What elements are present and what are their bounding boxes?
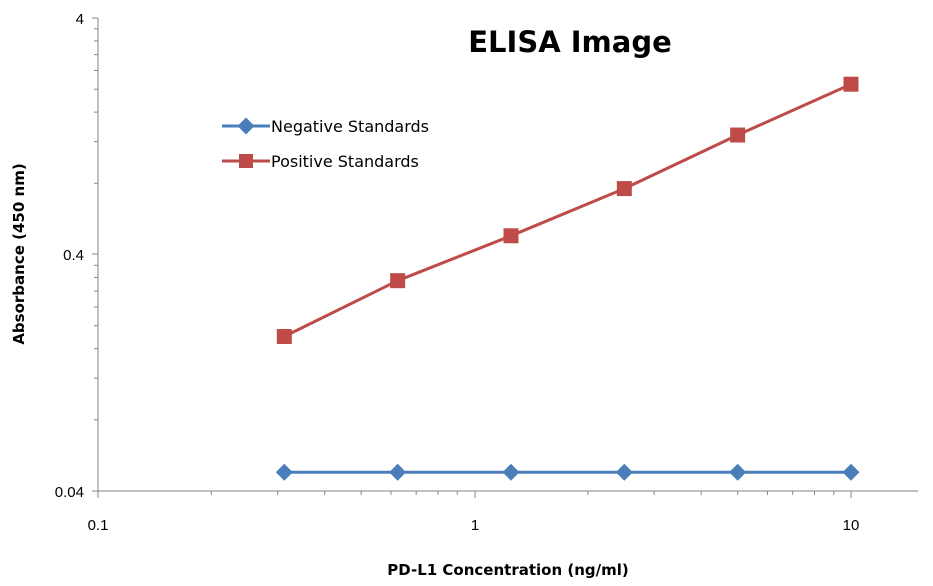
y-tick-label: 0.04 (55, 484, 84, 501)
data-point-diamond (275, 463, 293, 481)
series-positive-standards (276, 76, 859, 345)
y-minor-ticks (94, 28, 98, 421)
y-axis-title: Absorbance (450 nm) (10, 163, 28, 344)
data-point-diamond (842, 463, 860, 481)
data-point-diamond (389, 463, 407, 481)
data-point-square (616, 181, 632, 197)
data-point-diamond (615, 463, 633, 481)
legend-label: Negative Standards (271, 117, 429, 136)
data-point-square (390, 273, 406, 289)
data-point-square (503, 228, 519, 244)
x-tick-label: 1 (471, 517, 479, 534)
series-negative-standards (275, 463, 860, 481)
x-tick-label: 0.1 (88, 517, 109, 534)
data-point-diamond (729, 463, 747, 481)
y-tick-label: 0.4 (63, 247, 84, 264)
chart-title: ELISA Image (468, 25, 672, 59)
x-axis-title: PD-L1 Concentration (ng/ml) (387, 561, 629, 579)
data-point-square (276, 329, 292, 345)
y-tick-label: 4 (76, 11, 84, 28)
legend: Negative Standards Positive Standards (222, 117, 429, 171)
x-tick-label: 10 (843, 517, 860, 534)
legend-diamond-marker (237, 117, 255, 135)
data-point-diamond (502, 463, 520, 481)
x-minor-ticks (210, 491, 835, 495)
legend-label: Positive Standards (271, 152, 419, 171)
data-point-square (730, 127, 746, 143)
series-line (283, 82, 852, 338)
series-layer (275, 76, 860, 481)
legend-item: Positive Standards (222, 152, 419, 171)
legend-item: Negative Standards (222, 117, 429, 136)
data-point-square (843, 76, 859, 92)
legend-square-marker (239, 154, 253, 168)
